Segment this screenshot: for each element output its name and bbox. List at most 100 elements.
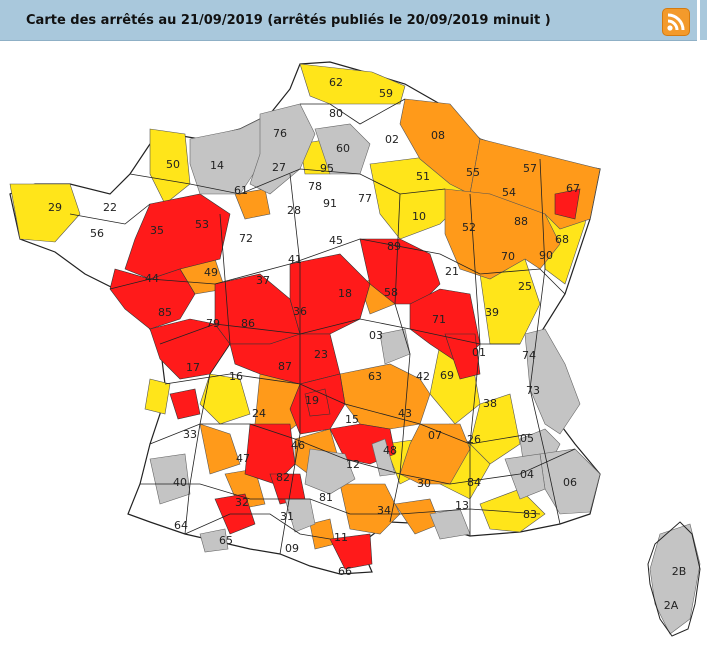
department-label-17: 17 (186, 361, 200, 374)
department-label-55: 55 (466, 166, 480, 179)
department-label-39: 39 (485, 306, 499, 319)
department-label-27: 27 (272, 161, 286, 174)
department-label-07: 07 (428, 429, 442, 442)
department-label-73: 73 (526, 384, 540, 397)
department-label-82: 82 (276, 471, 290, 484)
department-label-60: 60 (336, 142, 350, 155)
header-side-strip (698, 0, 707, 40)
department-label-72: 72 (239, 232, 253, 245)
department-label-51: 51 (416, 170, 430, 183)
department-label-41: 41 (288, 253, 302, 266)
department-label-61: 61 (234, 184, 248, 197)
department-label-62: 62 (329, 76, 343, 89)
department-label-50: 50 (166, 158, 180, 171)
department-label-02: 02 (385, 133, 399, 146)
department-label-01: 01 (472, 346, 486, 359)
department-label-16: 16 (229, 370, 243, 383)
department-label-11: 11 (334, 531, 348, 544)
department-label-84: 84 (467, 476, 481, 489)
department-label-52: 52 (462, 221, 476, 234)
department-label-40: 40 (173, 476, 187, 489)
department-label-03: 03 (369, 329, 383, 342)
department-borders (69, 98, 576, 555)
department-label-64: 64 (174, 519, 188, 532)
department-label-2B: 2B (672, 565, 687, 578)
department-label-19: 19 (305, 394, 319, 407)
department-label-69: 69 (440, 369, 454, 382)
department-label-77: 77 (358, 192, 372, 205)
department-label-49: 49 (204, 266, 218, 279)
department-label-90: 90 (539, 249, 553, 262)
drought-map: 62 59 80 02 08 76 60 14 50 27 95 78 91 77 51 55 57 67 54 61… (0, 44, 707, 664)
department-label-86: 86 (241, 317, 255, 330)
department-label-66: 66 (338, 565, 352, 578)
department-label-44: 44 (145, 272, 159, 285)
department-label-04: 04 (520, 468, 534, 481)
department-label-35: 35 (150, 224, 164, 237)
vigilance-zones (149, 103, 701, 635)
department-label-63: 63 (368, 370, 382, 383)
department-label-70: 70 (501, 250, 515, 263)
department-label-34: 34 (377, 504, 391, 517)
department-label-36: 36 (293, 305, 307, 318)
department-label-18: 18 (338, 287, 352, 300)
department-label-25: 25 (518, 280, 532, 293)
department-label-28: 28 (287, 204, 301, 217)
department-label-43: 43 (398, 407, 412, 420)
rss-feed-icon[interactable] (662, 8, 690, 36)
department-label-56: 56 (90, 227, 104, 240)
department-label-38: 38 (483, 397, 497, 410)
department-label-78: 78 (308, 180, 322, 193)
department-label-80: 80 (329, 107, 343, 120)
department-label-58: 58 (384, 286, 398, 299)
department-label-83: 83 (523, 508, 537, 521)
department-label-05: 05 (520, 432, 534, 445)
department-label-54: 54 (502, 186, 516, 199)
department-label-09: 09 (285, 542, 299, 555)
department-label-57: 57 (523, 162, 537, 175)
department-label-26: 26 (467, 433, 481, 446)
department-label-08: 08 (431, 129, 445, 142)
department-label-23: 23 (314, 348, 328, 361)
department-label-33: 33 (183, 428, 197, 441)
department-label-74: 74 (522, 349, 536, 362)
department-label-10: 10 (412, 210, 426, 223)
department-label-12: 12 (346, 458, 360, 471)
department-label-79: 79 (206, 317, 220, 330)
department-label-22: 22 (103, 201, 117, 214)
department-label-32: 32 (235, 496, 249, 509)
department-label-21: 21 (445, 265, 459, 278)
department-label-47: 47 (236, 452, 250, 465)
department-label-87: 87 (278, 360, 292, 373)
department-label-14: 14 (210, 159, 224, 172)
department-label-88: 88 (514, 215, 528, 228)
corsica-outline (647, 521, 701, 637)
department-label-30: 30 (417, 477, 431, 490)
department-label-48: 48 (383, 444, 397, 457)
crise-zones (109, 188, 581, 570)
department-label-89: 89 (387, 240, 401, 253)
map-header: Carte des arrêtés au 21/09/2019 (arrêtés… (0, 0, 697, 41)
department-label-42: 42 (416, 370, 430, 383)
department-label-46: 46 (291, 439, 305, 452)
department-label-59: 59 (379, 87, 393, 100)
department-label-76: 76 (273, 127, 287, 140)
map-title: Carte des arrêtés au 21/09/2019 (arrêtés… (26, 13, 551, 28)
department-label-29: 29 (48, 201, 62, 214)
department-label-95: 95 (320, 162, 334, 175)
department-label-06: 06 (563, 476, 577, 489)
department-label-24: 24 (252, 407, 266, 420)
department-label-13: 13 (455, 499, 469, 512)
department-label-31: 31 (280, 510, 294, 523)
department-label-85: 85 (158, 306, 172, 319)
department-label-53: 53 (195, 218, 209, 231)
department-label-91: 91 (323, 197, 337, 210)
department-label-67: 67 (566, 182, 580, 195)
department-label-45: 45 (329, 234, 343, 247)
department-label-68: 68 (555, 233, 569, 246)
department-label-2A: 2A (664, 599, 679, 612)
department-label-81: 81 (319, 491, 333, 504)
department-label-15: 15 (345, 413, 359, 426)
department-label-37: 37 (256, 274, 270, 287)
